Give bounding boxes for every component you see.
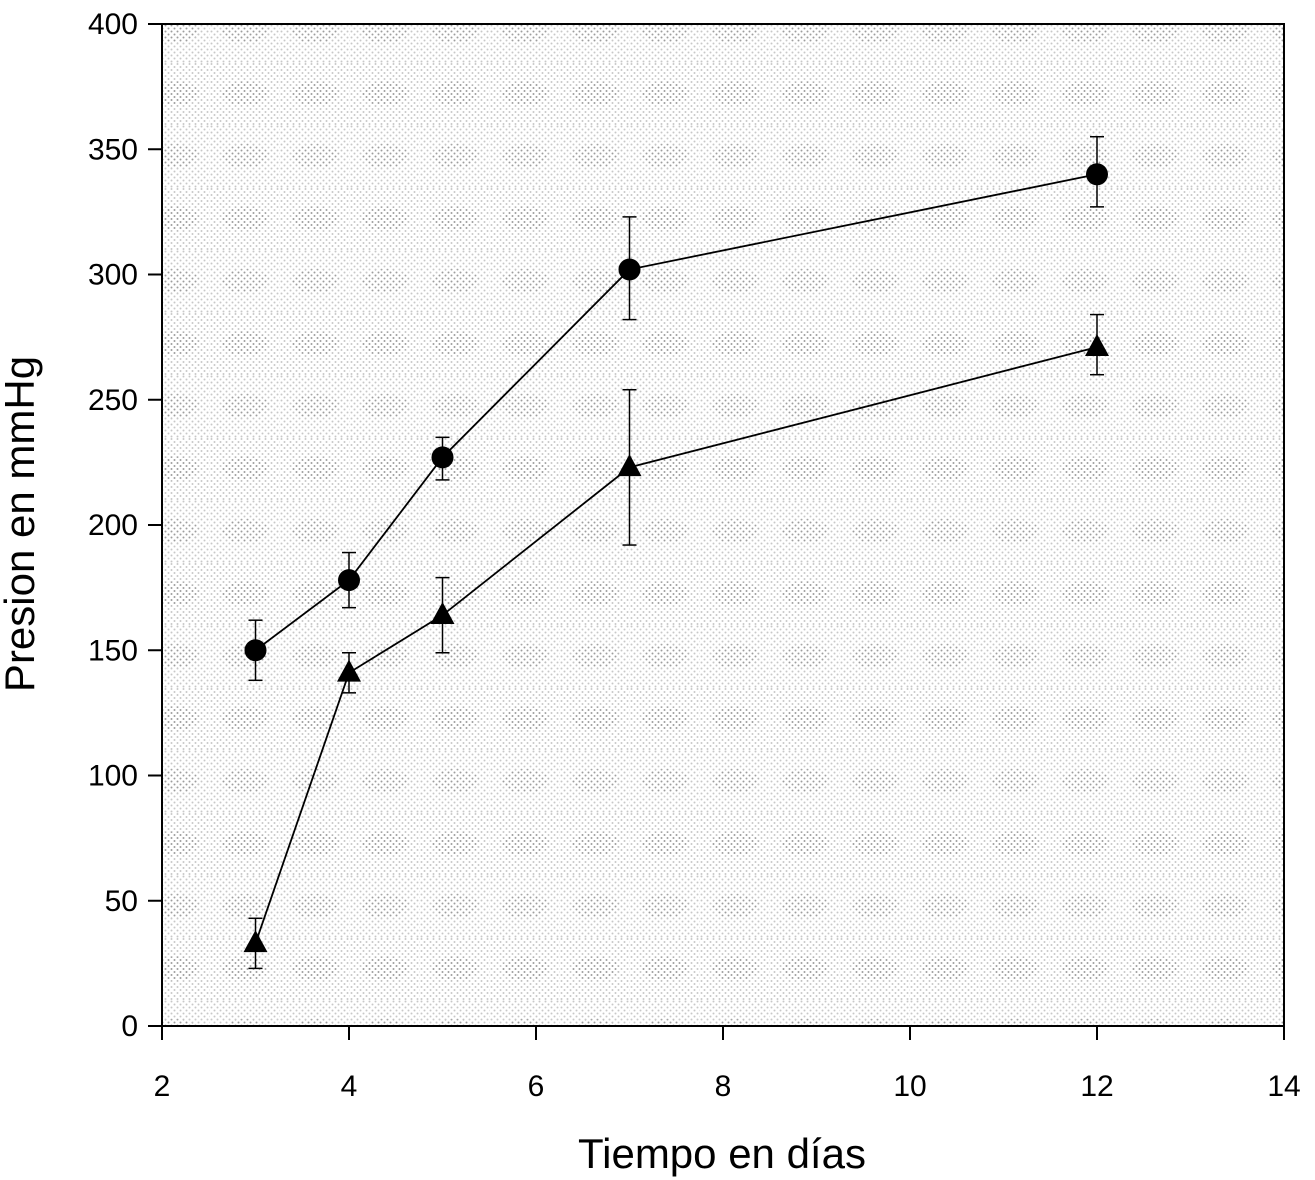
data-point-triangle — [430, 601, 455, 624]
x-tick-label: 14 — [1267, 1070, 1300, 1103]
y-tick-label: 350 — [88, 133, 138, 166]
data-point-triangle — [617, 454, 642, 477]
y-tick-label: 50 — [105, 885, 138, 918]
x-tick-label: 8 — [715, 1070, 732, 1103]
data-point-triangle — [243, 930, 268, 953]
series-1 — [244, 135, 1108, 682]
x-tick-label: 12 — [1080, 1070, 1113, 1103]
series-2 — [243, 313, 1109, 970]
y-tick-label: 300 — [88, 259, 138, 292]
axes: 0 50 100 150 200 250 300 350 400 2 4 6 8 10 12 14 — [88, 8, 1301, 1103]
y-tick-label: 150 — [88, 634, 138, 667]
data-point-triangle — [1085, 333, 1109, 356]
y-tick-label: 200 — [88, 509, 138, 542]
x-tick-label: 6 — [528, 1070, 545, 1103]
y-tick-label: 250 — [88, 384, 138, 417]
y-tick-label: 100 — [88, 760, 138, 793]
data-point-triangle — [337, 659, 361, 682]
x-tick-label: 2 — [154, 1070, 171, 1103]
x-tick-label: 4 — [341, 1070, 358, 1103]
data-point-circle — [338, 569, 360, 592]
plot-background — [162, 24, 1284, 1026]
x-axis-title: Tiempo en días — [578, 1130, 866, 1177]
data-point-circle — [1086, 163, 1108, 186]
data-point-circle — [618, 258, 641, 281]
y-tick-label: 0 — [121, 1010, 138, 1043]
x-tick-label: 10 — [893, 1070, 926, 1103]
plot-area — [162, 24, 1284, 1026]
y-tick-label: 400 — [88, 8, 138, 41]
data-point-circle — [244, 639, 267, 662]
data-point-circle — [431, 446, 454, 469]
data-marks — [243, 135, 1109, 970]
y-axis-title: Presion en mmHg — [0, 356, 43, 692]
